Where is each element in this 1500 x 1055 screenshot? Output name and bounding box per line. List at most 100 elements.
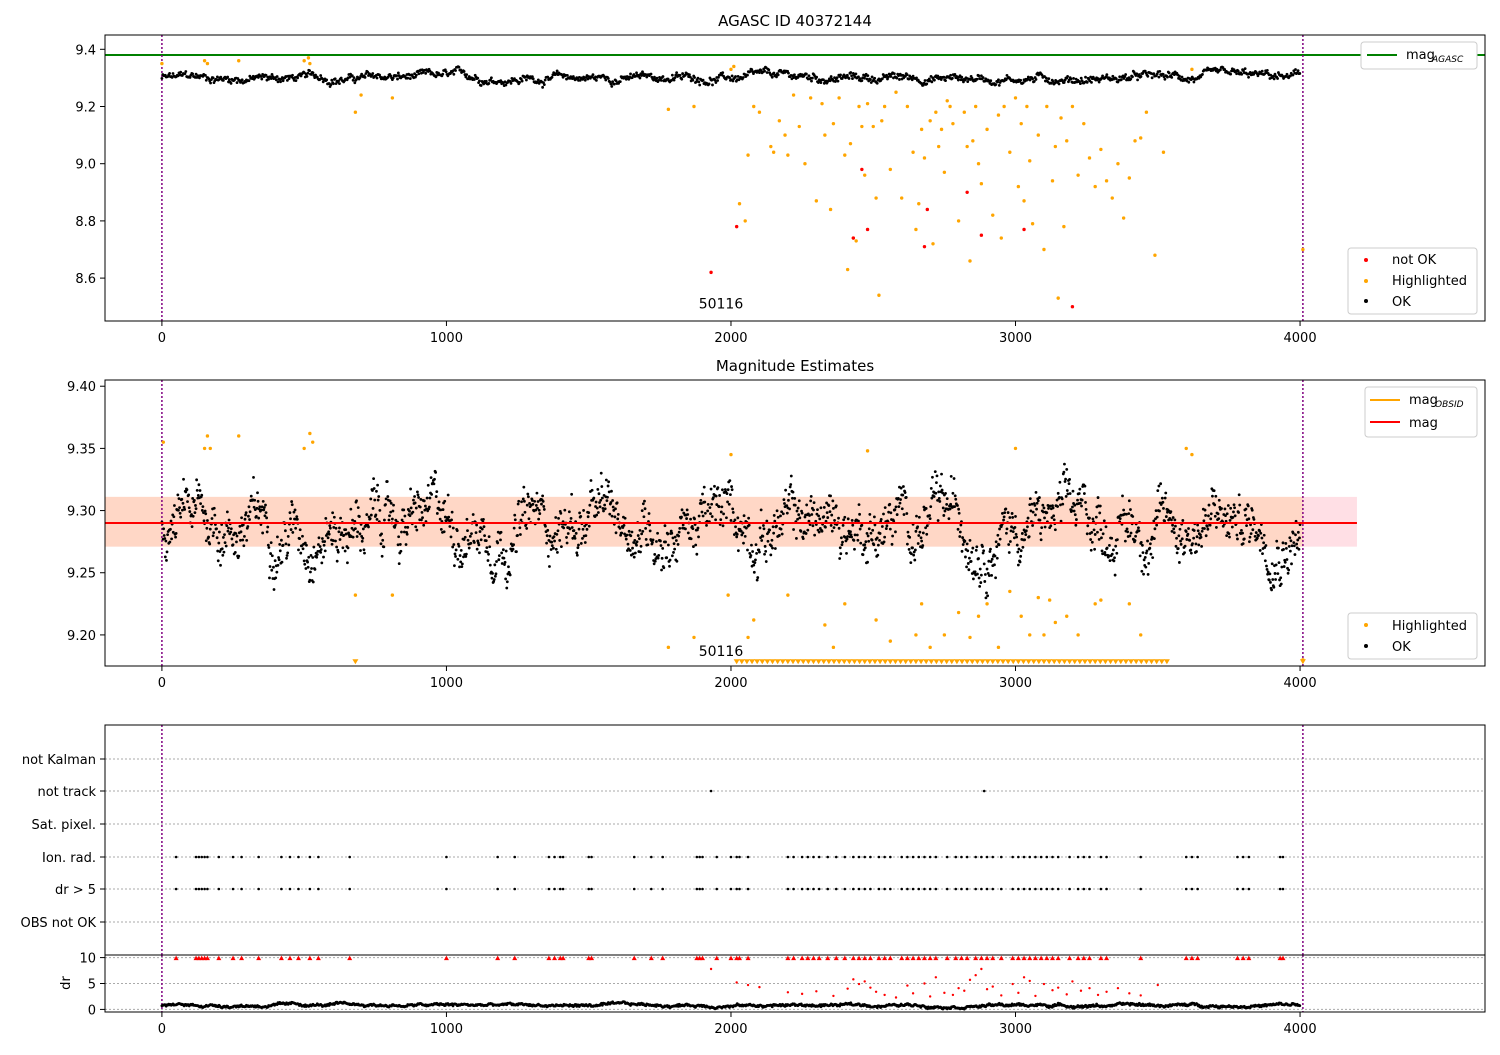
highlighted-low-marker [964,659,970,664]
ok-point [951,77,954,80]
ok-point [522,486,525,489]
ok-point [231,538,234,541]
ok-point [178,506,181,509]
flag-point [203,888,206,891]
ok-point [556,551,559,554]
ok-point [243,535,246,538]
highlighted-point [1116,162,1119,165]
flag-point [590,888,593,891]
ok-point [319,74,322,77]
ok-point [674,76,677,79]
ok-point [460,565,463,568]
legend2-ok-marker [1364,644,1368,648]
ok-point [211,517,214,520]
highlighted-point [311,440,314,443]
ok-point [423,499,426,502]
ok-point [1029,79,1032,82]
ok-point [282,79,285,82]
ok-point [447,516,450,519]
ok-point [451,546,454,549]
ok-point [1135,72,1138,75]
ok-point [467,539,470,542]
ok-point [1235,534,1238,537]
flag-point [835,888,838,891]
legend-ok-label: OK [1392,295,1411,310]
ok-point [636,540,639,543]
ok-point [813,534,816,537]
ok-point [406,77,409,80]
ok-point [944,79,947,82]
highlighted-low-marker [1143,659,1149,664]
ok-point [337,530,340,533]
highlighted-low-marker [754,659,760,664]
ok-point [1114,574,1117,577]
ok-point [334,540,337,543]
ok-point [697,535,700,538]
ok-point [967,562,970,565]
highlighted-point [917,202,920,205]
ok-point [1131,515,1134,518]
highlighted-point [359,93,362,96]
ok-point [433,478,436,481]
highlighted-low-marker [862,659,868,664]
highlighted-point [957,219,960,222]
ok-point [587,515,590,518]
ok-point [221,547,224,550]
ok-point [1209,517,1212,520]
ok-point [213,507,216,510]
ok-point [240,516,243,519]
ok-point [1180,543,1183,546]
ok-point [895,77,898,80]
ok-point [868,513,871,516]
ok-point [1205,534,1208,537]
ok-point [1201,73,1204,76]
ok-point [1153,537,1156,540]
ok-point [669,559,672,562]
ok-point [168,72,171,75]
ok-point [1268,579,1271,582]
ok-point [686,513,689,516]
highlighted-point [1045,105,1048,108]
ok-point [262,500,265,503]
ok-point [1218,499,1221,502]
ok-point [851,524,854,527]
ok-point [194,511,197,514]
flag-point [852,856,855,859]
ok-point [344,550,347,553]
ok-point [1066,489,1069,492]
ok-point [1284,561,1287,564]
highlighted-point [1093,185,1096,188]
ok-point [1231,526,1234,529]
ok-point [625,534,628,537]
ok-point [949,74,952,77]
ok-point [838,557,841,560]
ok-point [983,580,986,583]
ok-point [279,80,282,83]
ok-point [1275,563,1278,566]
ok-point [1008,516,1011,519]
ok-point [295,79,298,82]
ok-point [207,536,210,539]
ok-point [248,505,251,508]
ok-point [576,554,579,557]
ok-point [212,534,215,537]
ok-point [813,501,816,504]
ok-point [575,551,578,554]
ok-point [837,517,840,520]
ok-point [542,505,545,508]
ok-point [919,531,922,534]
ok-point [852,539,855,542]
ok-point [266,526,269,529]
ok-point [267,546,270,549]
ok-point [1266,69,1269,72]
ok-point [1297,69,1300,72]
ok-point [1131,75,1134,78]
ok-point [427,484,430,487]
highlighted-point [940,128,943,131]
flag-point [883,856,886,859]
ok-point [1238,504,1241,507]
ok-point [765,560,768,563]
ok-point [598,492,601,495]
ok-point [1201,530,1204,533]
highlighted-point [971,139,974,142]
